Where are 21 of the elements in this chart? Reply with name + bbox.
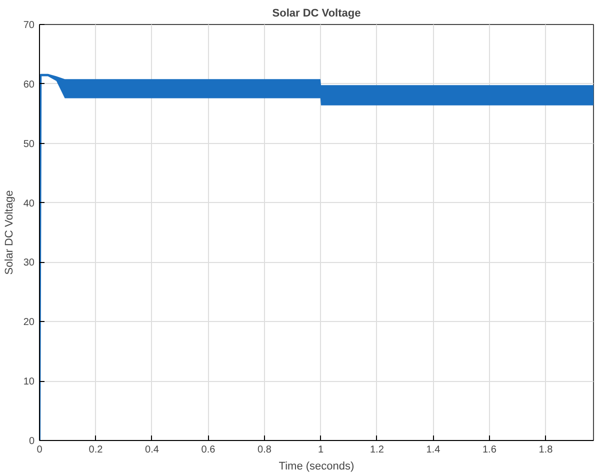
x-tick-label: 1.4 (426, 444, 441, 456)
y-tick-label: 0 (28, 436, 35, 447)
x-tick-label: 1.6 (482, 444, 497, 456)
y-tick-label: 10 (23, 376, 35, 388)
x-tick-label: 0.2 (88, 444, 104, 456)
x-tick-label: 0.8 (258, 444, 272, 456)
y-tick-label: 50 (23, 138, 35, 150)
y-axis-title: Solar DC Voltage (3, 190, 16, 275)
y-tick-label: 70 (23, 20, 35, 31)
y-tick-label: 40 (23, 198, 35, 210)
chart-title: Solar DC Voltage (272, 8, 361, 20)
x-axis-title: Time (seconds) (278, 460, 354, 472)
y-tick-label: 20 (23, 317, 35, 328)
x-tick-label: 1.2 (370, 444, 384, 456)
x-tick-label: 1 (318, 444, 324, 456)
x-tick-label: 0.6 (201, 444, 216, 456)
y-tick-label: 60 (23, 79, 35, 90)
x-tick-label: 0 (36, 444, 43, 456)
y-tick-label: 30 (23, 258, 35, 269)
x-tick-label: 0.4 (145, 444, 160, 456)
x-tick-label: 1.8 (538, 444, 554, 456)
